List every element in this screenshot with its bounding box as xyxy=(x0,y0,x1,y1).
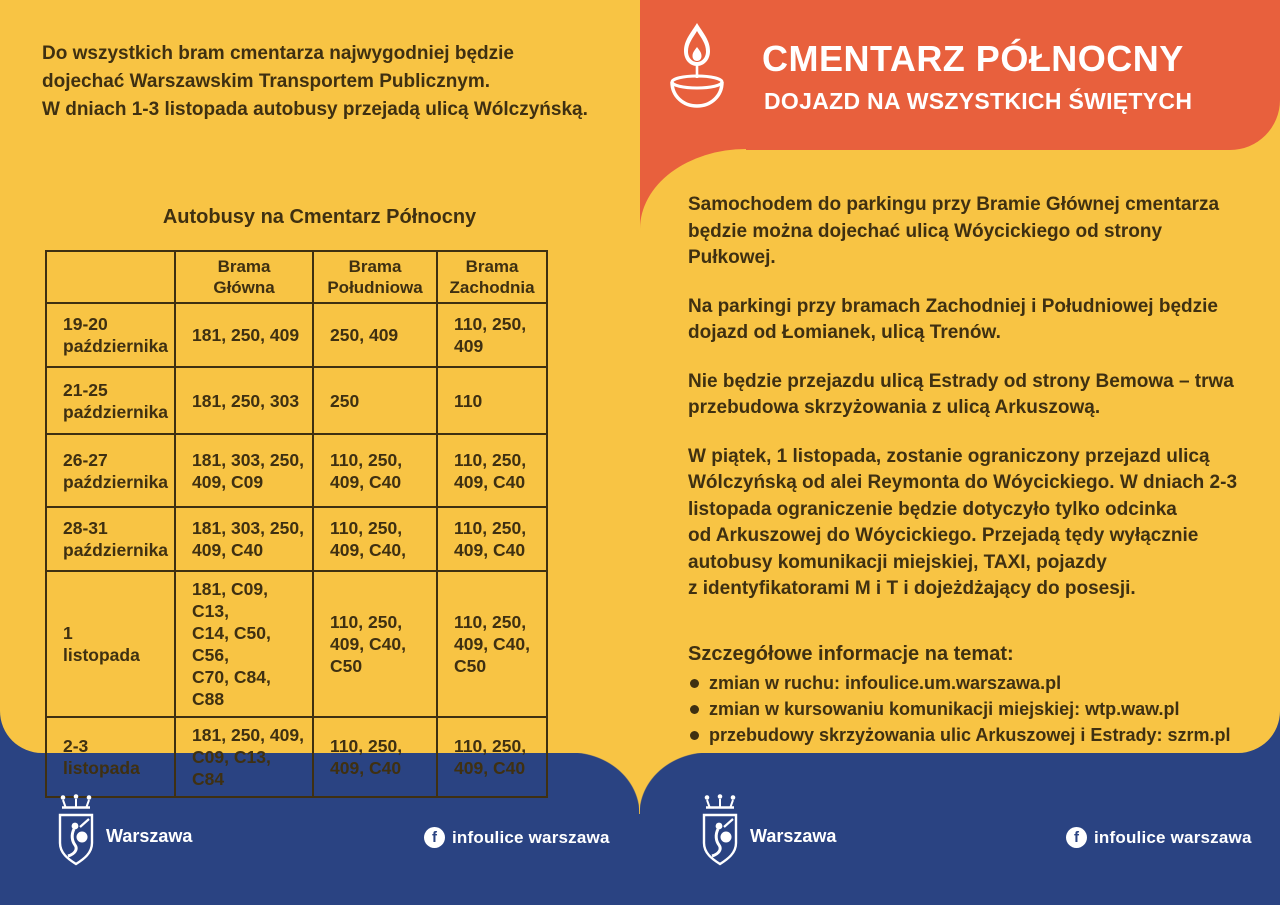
info-heading: Szczegółowe informacje na temat: xyxy=(688,642,1014,665)
bus-cell: 110, 250, 409, C40, C50 xyxy=(312,570,439,718)
table-header-row: Brama Główna Brama Południowa Brama Zach… xyxy=(44,250,549,304)
panel-divider-notch-left xyxy=(570,752,640,814)
bullet-text: zmian w ruchu: xyxy=(709,672,846,693)
bullet-icon xyxy=(690,678,699,688)
bus-cell: 181, C09, C13, C14, C50, C56, C70, C84, … xyxy=(174,570,315,718)
link-wtp: wtp.waw.pl xyxy=(1085,698,1180,719)
date-cell: 28-31 października xyxy=(44,506,177,572)
table-row: 21-25 października 181, 250, 303 250 110 xyxy=(44,366,549,435)
list-item: zmian w ruchu: infoulice.um.warszawa.pl xyxy=(688,672,1250,695)
social-handle: infoulice warszawa xyxy=(1094,828,1252,847)
warsaw-crest-icon xyxy=(702,794,738,866)
bus-cell: 110, 250, 409, C40 xyxy=(436,716,549,798)
warsaw-crest-icon xyxy=(58,794,94,866)
bus-cell: 181, 303, 250, 409, C09 xyxy=(174,433,315,508)
bus-cell: 110 xyxy=(436,366,549,435)
table-row: 28-31 października 181, 303, 250, 409, C… xyxy=(44,506,549,572)
poster-title: CMENTARZ PÓŁNOCNY xyxy=(762,38,1184,79)
bus-cell: 181, 250, 409 xyxy=(174,302,315,368)
bus-cell: 110, 250, 409, C40 xyxy=(312,433,439,508)
date-cell: 1 listopada xyxy=(44,570,177,718)
city-label: Warszawa xyxy=(106,826,193,846)
intro-text: Do wszystkich bram cmentarza najwygodnie… xyxy=(42,43,588,120)
header-empty xyxy=(44,250,177,304)
orange-header-band xyxy=(640,0,1280,150)
bus-cell: 110, 250, 409 xyxy=(436,302,549,368)
list-item: zmian w kursowaniu komunikacji miejskiej… xyxy=(688,698,1250,721)
bullet-icon xyxy=(690,730,699,740)
bus-cell: 110, 250, 409, C40, C50 xyxy=(436,570,549,718)
table-row: 19-20 października 181, 250, 409 250, 40… xyxy=(44,302,549,368)
bus-table-title: Autobusy na Cmentarz Północny xyxy=(162,206,477,228)
list-item: przebudowy skrzyżowania ulic Arkuszowej … xyxy=(688,724,1250,747)
bus-cell: 250 xyxy=(312,366,439,435)
bus-cell: 181, 250, 409, C09, C13, C84 xyxy=(174,716,315,798)
bus-cell: 110, 250, 409, C40 xyxy=(436,433,549,508)
paragraph-parking: Na parkingi przy bramach Zachodniej i Po… xyxy=(688,295,1218,344)
paragraph-restrictions: W piątek, 1 listopada, zostanie ogranicz… xyxy=(688,445,1238,600)
header-brama-zachodnia: Brama Zachodnia xyxy=(436,250,549,304)
date-cell: 2-3 listopada xyxy=(44,716,177,798)
facebook-f-glyph: f xyxy=(432,829,437,846)
header-brama-poludniowa: Brama Południowa xyxy=(312,250,439,304)
link-infoulice: infoulice.um.warszawa.pl xyxy=(845,672,1062,693)
tealight-candle-icon xyxy=(670,23,724,108)
date-cell: 19-20 października xyxy=(44,302,177,368)
social-handle: infoulice warszawa xyxy=(452,828,610,847)
right-text-column: Samochodem do parkingu przy Bramie Główn… xyxy=(688,192,1250,750)
panel-divider-notch-right xyxy=(639,752,709,814)
date-cell: 26-27 października xyxy=(44,433,177,508)
date-cell: 21-25 października xyxy=(44,366,177,435)
bus-cell: 181, 250, 303 xyxy=(174,366,315,435)
facebook-icon: f xyxy=(424,827,445,848)
table-row: 2-3 listopada 181, 250, 409, C09, C13, C… xyxy=(44,716,549,798)
bus-cell: 181, 303, 250, 409, C40 xyxy=(174,506,315,572)
bus-cell: 110, 250, 409, C40, xyxy=(312,506,439,572)
header-brama-glowna: Brama Główna xyxy=(174,250,315,304)
bullet-text: zmian w kursowaniu komunikacji miejskiej… xyxy=(709,698,1086,719)
bus-table: Brama Główna Brama Południowa Brama Zach… xyxy=(44,250,549,798)
city-label: Warszawa xyxy=(750,826,837,846)
poster-subtitle: DOJAZD NA WSZYSTKICH ŚWIĘTYCH xyxy=(764,88,1193,114)
bullet-text: przebudowy skrzyżowania ulic Arkuszowej … xyxy=(709,724,1168,745)
bullet-icon xyxy=(690,704,699,714)
bus-cell: 110, 250, 409, C40 xyxy=(436,506,549,572)
paragraph-estrady: Nie będzie przejazdu ulicą Estrady od st… xyxy=(688,370,1234,419)
bus-cell: 250, 409 xyxy=(312,302,439,368)
bus-cell: 110, 250, 409, C40 xyxy=(312,716,439,798)
facebook-f-glyph: f xyxy=(1074,829,1079,846)
table-row: 1 listopada 181, C09, C13, C14, C50, C56… xyxy=(44,570,549,718)
facebook-icon: f xyxy=(1066,827,1087,848)
table-row: 26-27 października 181, 303, 250, 409, C… xyxy=(44,433,549,508)
paragraph-car-access: Samochodem do parkingu przy Bramie Główn… xyxy=(688,194,1220,268)
link-szrm: szrm.pl xyxy=(1167,724,1231,745)
